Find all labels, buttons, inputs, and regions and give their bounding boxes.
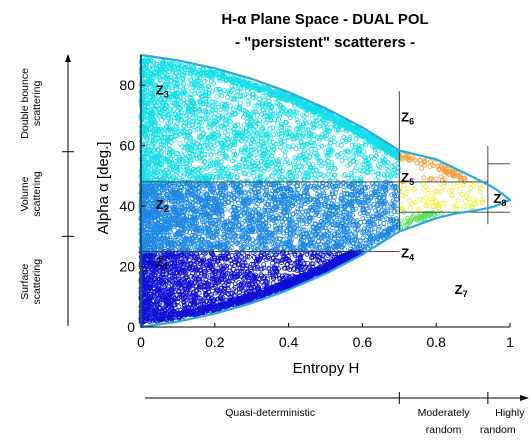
scatter-point — [229, 253, 235, 258]
scatter-point — [189, 196, 195, 202]
scatter-point — [252, 265, 258, 271]
scatter-point — [153, 265, 159, 271]
series-z3 — [138, 56, 402, 185]
scatter-point — [279, 273, 285, 279]
scatter-point — [282, 265, 288, 271]
scatter-point — [370, 169, 376, 175]
scatter-point — [227, 257, 233, 263]
scatter-point — [232, 293, 238, 299]
scatter-point — [372, 229, 378, 235]
scatter-point — [180, 273, 186, 279]
scatter-point — [197, 276, 203, 282]
series-z1 — [138, 249, 365, 326]
scatter-point — [175, 278, 181, 284]
scatter-point — [177, 259, 183, 265]
scatter-points — [138, 56, 485, 326]
scatter-point — [380, 224, 386, 230]
scatter-point — [175, 254, 181, 259]
chart-subtitle: - "persistent" scatterers - — [235, 34, 415, 51]
scatter-point — [218, 295, 224, 301]
scatter-point — [176, 304, 182, 310]
scatter-point — [209, 292, 214, 298]
scatter-point — [195, 271, 201, 277]
scatter-point — [270, 280, 276, 286]
scatter-point — [270, 272, 276, 278]
scatter-point — [291, 267, 296, 272]
scatter-point — [251, 255, 257, 260]
scatter-point — [224, 291, 230, 297]
scatter-point — [248, 288, 254, 294]
scatter-point — [241, 257, 247, 263]
scatter-point — [210, 285, 216, 291]
series-z2 — [138, 179, 402, 254]
chart-title: H-α Plane Space - DUAL POL — [221, 11, 428, 28]
scatter-point — [154, 296, 160, 302]
scatter-point — [182, 257, 188, 263]
scatter-point — [269, 260, 275, 266]
scatter-point — [245, 284, 251, 290]
scatter-point — [273, 252, 278, 258]
scatter-point — [192, 275, 198, 281]
scatter-point — [256, 206, 262, 212]
scatter-point — [209, 282, 215, 288]
